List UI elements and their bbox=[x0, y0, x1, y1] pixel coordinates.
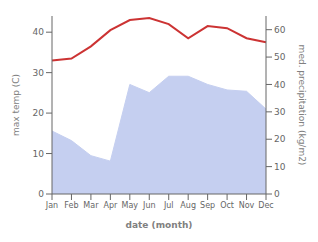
svg-text:max temp (C): max temp (C) bbox=[11, 74, 21, 136]
svg-text:30: 30 bbox=[33, 68, 45, 78]
svg-text:0: 0 bbox=[38, 189, 44, 199]
svg-text:40: 40 bbox=[33, 27, 45, 37]
svg-text:Feb: Feb bbox=[64, 201, 78, 210]
svg-text:30: 30 bbox=[274, 107, 286, 117]
svg-text:Apr: Apr bbox=[103, 201, 118, 210]
svg-text:60: 60 bbox=[274, 25, 286, 35]
svg-text:10: 10 bbox=[274, 162, 286, 172]
svg-text:Nov: Nov bbox=[239, 201, 255, 210]
svg-text:Dec: Dec bbox=[258, 201, 273, 210]
svg-text:50: 50 bbox=[274, 52, 286, 62]
svg-text:Sep: Sep bbox=[200, 201, 215, 210]
svg-text:May: May bbox=[122, 201, 139, 210]
svg-text:Jul: Jul bbox=[163, 201, 174, 210]
svg-text:0: 0 bbox=[274, 189, 280, 199]
svg-text:Jun: Jun bbox=[142, 201, 156, 210]
svg-text:20: 20 bbox=[274, 134, 286, 144]
svg-text:10: 10 bbox=[33, 149, 45, 159]
svg-text:date (month): date (month) bbox=[126, 220, 193, 230]
svg-text:Jan: Jan bbox=[45, 201, 58, 210]
svg-text:Aug: Aug bbox=[180, 201, 196, 210]
svg-text:40: 40 bbox=[274, 80, 286, 90]
svg-text:Oct: Oct bbox=[220, 201, 234, 210]
svg-text:20: 20 bbox=[33, 108, 45, 118]
svg-text:Mar: Mar bbox=[83, 201, 99, 210]
svg-text:med. precipitation (kg/m2): med. precipitation (kg/m2) bbox=[297, 45, 307, 166]
